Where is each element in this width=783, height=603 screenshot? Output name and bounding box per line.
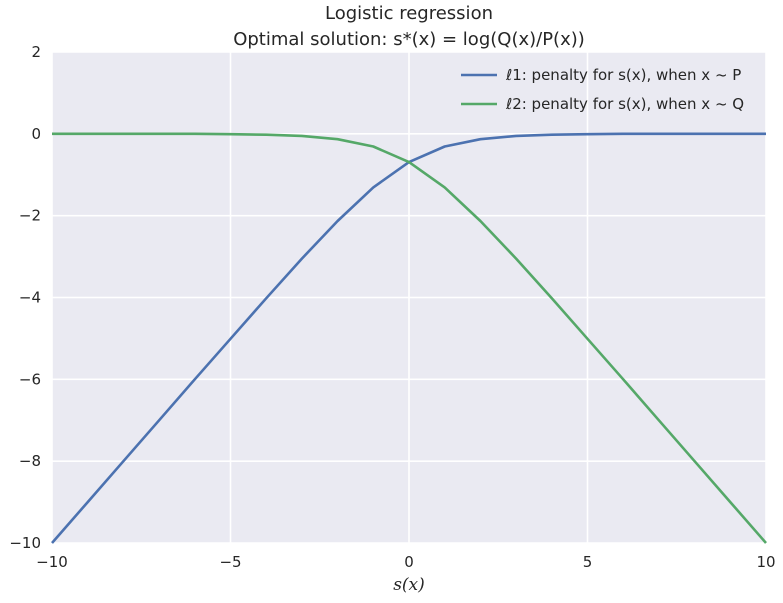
chart-title: Logistic regression	[325, 3, 493, 24]
legend-label-2: ℓ2: penalty for s(x), when x ~ Q	[505, 95, 744, 113]
x-axis-label: s(x)	[393, 575, 425, 595]
y-tick-label: 0	[31, 125, 41, 143]
legend: ℓ1: penalty for s(x), when x ~ P ℓ2: pena…	[461, 66, 744, 113]
x-tick-labels: −10 −5 0 5 10	[36, 553, 775, 571]
y-tick-label: −8	[19, 452, 41, 470]
legend-label-1: ℓ1: penalty for s(x), when x ~ P	[505, 66, 741, 84]
y-tick-label: −2	[19, 207, 41, 225]
x-tick-label: 0	[404, 553, 414, 571]
y-tick-label: −4	[19, 289, 41, 307]
x-tick-label: −5	[219, 553, 241, 571]
series-lines	[51, 132, 767, 544]
y-tick-labels: 2 0 −2 −4 −6 −8 −10	[9, 43, 41, 552]
series-line-2	[52, 132, 767, 544]
x-tick-label: −10	[36, 553, 68, 571]
y-tick-label: 2	[31, 43, 41, 61]
chart-subtitle: Optimal solution: s*(x) = log(Q(x)/P(x))	[233, 29, 585, 50]
x-tick-label: 10	[756, 553, 775, 571]
grid-lines	[51, 51, 767, 544]
x-tick-label: 5	[583, 553, 593, 571]
y-tick-label: −6	[19, 370, 41, 388]
y-tick-label: −10	[9, 534, 41, 552]
